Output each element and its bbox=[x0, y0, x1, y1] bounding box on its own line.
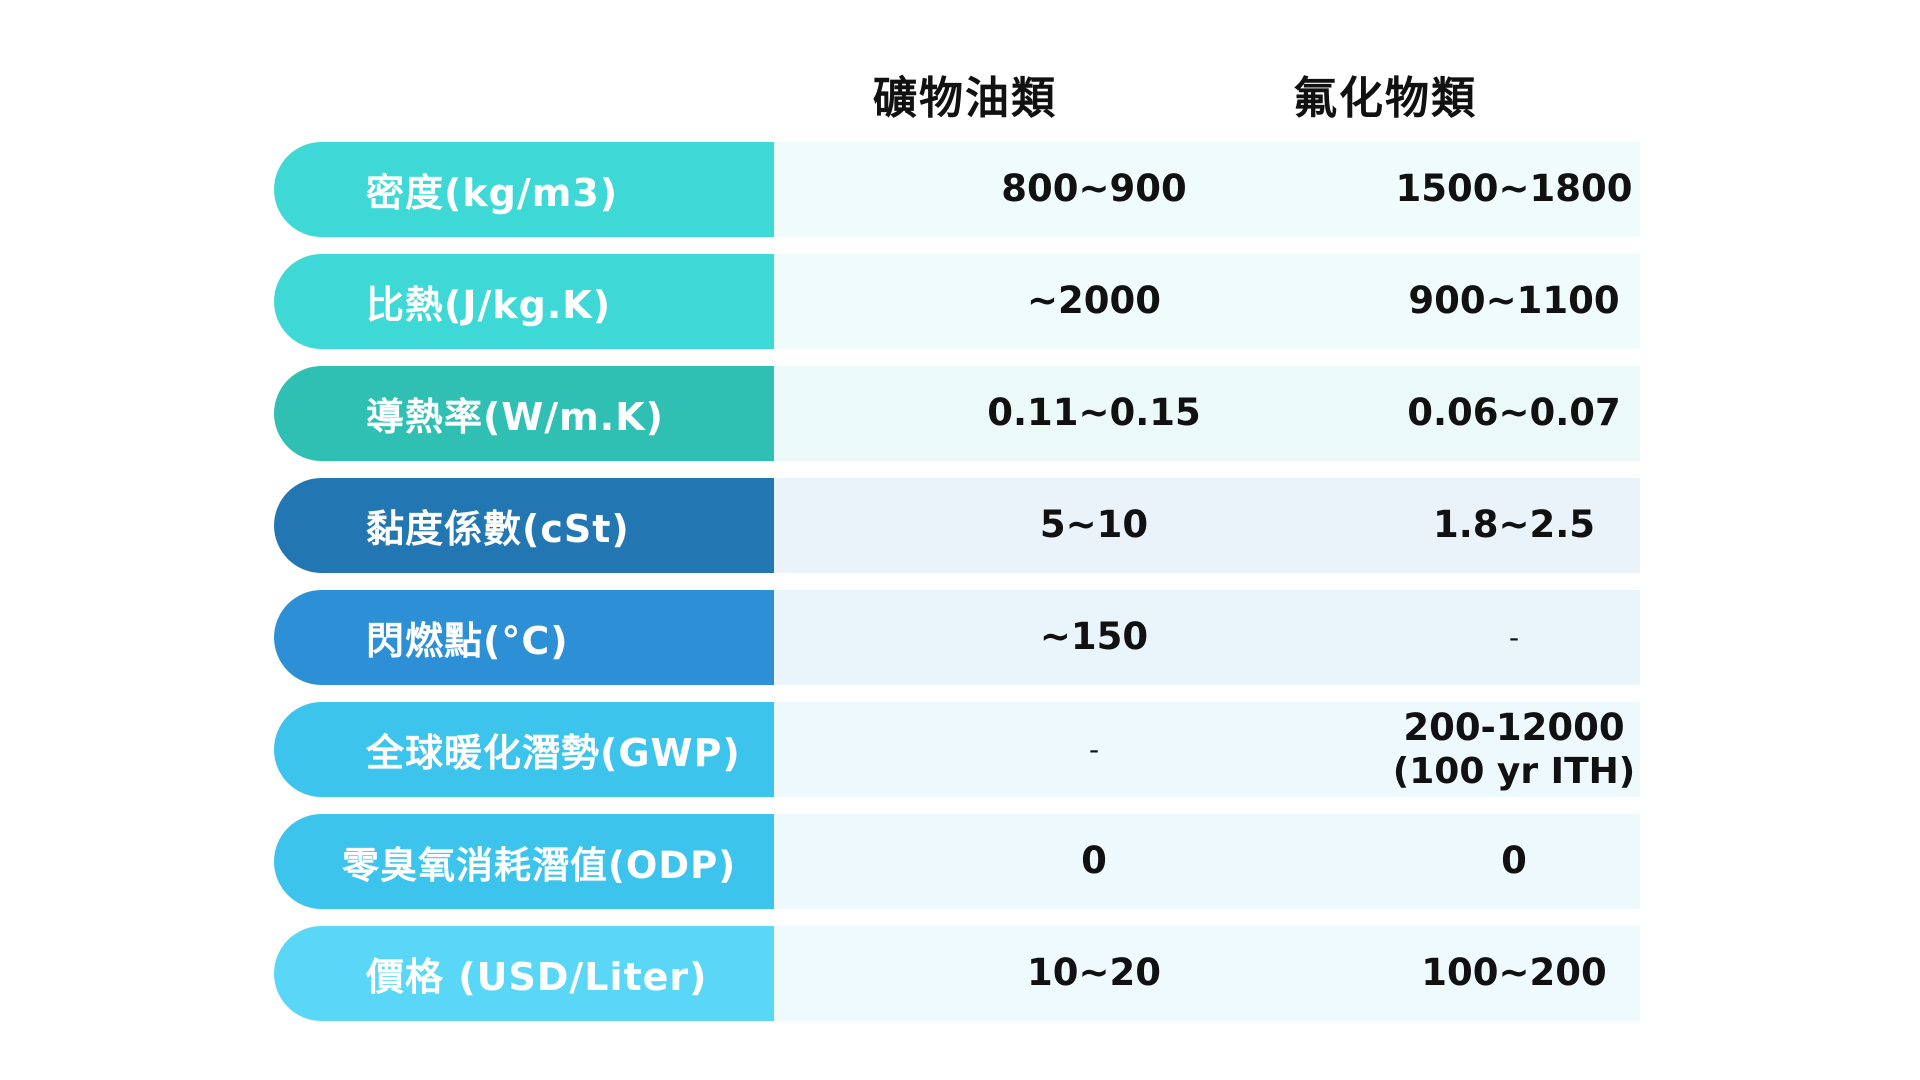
table-row-odp: 零臭氧消耗潛值(ODP) 0 0 bbox=[274, 814, 1640, 909]
row-label-thermal-conductivity: 導熱率(W/m.K) bbox=[274, 366, 774, 461]
table-row-specific-heat: 比熱(J/kg.K) ~2000 900~1100 bbox=[274, 254, 1640, 349]
cell-mineral-odp: 0 bbox=[1081, 839, 1107, 883]
table-row-thermal-conductivity: 導熱率(W/m.K) 0.11~0.15 0.06~0.07 bbox=[274, 366, 1640, 461]
column-header-fluoride: 氟化物類 bbox=[1293, 73, 1477, 124]
row-values: - 200-12000 (100 yr ITH) bbox=[774, 702, 1640, 797]
row-values: ~150 - bbox=[774, 590, 1640, 685]
row-label-price: 價格 (USD/Liter) bbox=[274, 926, 774, 1021]
table-row-gwp: 全球暖化潛勢(GWP) - 200-12000 (100 yr ITH) bbox=[274, 702, 1640, 797]
cell-fluoride-gwp: 200-12000 (100 yr ITH) bbox=[1364, 702, 1664, 797]
cell-fluoride-viscosity: 1.8~2.5 bbox=[1432, 503, 1596, 547]
row-values: 10~20 100~200 bbox=[774, 926, 1640, 1021]
cell-fluoride-flash-point: - bbox=[1508, 620, 1520, 654]
row-values: ~2000 900~1100 bbox=[774, 254, 1640, 349]
row-label-density: 密度(kg/m3) bbox=[274, 142, 774, 237]
cell-fluoride-odp: 0 bbox=[1501, 839, 1527, 883]
row-label-odp: 零臭氧消耗潛值(ODP) bbox=[274, 814, 774, 909]
row-values: 0 0 bbox=[774, 814, 1640, 909]
table-row-flash-point: 閃燃點(°C) ~150 - bbox=[274, 590, 1640, 685]
table-row-density: 密度(kg/m3) 800~900 1500~1800 bbox=[274, 142, 1640, 237]
table-row-price: 價格 (USD/Liter) 10~20 100~200 bbox=[274, 926, 1640, 1021]
cell-mineral-thermal-conductivity: 0.11~0.15 bbox=[987, 391, 1201, 435]
row-values: 5~10 1.8~2.5 bbox=[774, 478, 1640, 573]
row-values: 800~900 1500~1800 bbox=[774, 142, 1640, 237]
row-label-viscosity: 黏度係數(cSt) bbox=[274, 478, 774, 573]
row-label-gwp: 全球暖化潛勢(GWP) bbox=[274, 702, 774, 797]
cell-mineral-gwp: - bbox=[1088, 732, 1100, 766]
cell-fluoride-thermal-conductivity: 0.06~0.07 bbox=[1407, 391, 1621, 435]
cell-mineral-flash-point: ~150 bbox=[1039, 615, 1149, 659]
cell-mineral-density: 800~900 bbox=[1001, 167, 1187, 211]
cell-fluoride-specific-heat: 900~1100 bbox=[1408, 279, 1620, 323]
cell-fluoride-gwp-note: (100 yr ITH) bbox=[1392, 751, 1636, 793]
cell-fluoride-price: 100~200 bbox=[1421, 951, 1607, 995]
cell-mineral-viscosity: 5~10 bbox=[1039, 503, 1149, 547]
cell-fluoride-density: 1500~1800 bbox=[1395, 167, 1633, 211]
cell-mineral-price: 10~20 bbox=[1027, 951, 1161, 995]
column-header-mineral-oil: 礦物油類 bbox=[873, 73, 1057, 124]
row-label-specific-heat: 比熱(J/kg.K) bbox=[274, 254, 774, 349]
table-row-viscosity: 黏度係數(cSt) 5~10 1.8~2.5 bbox=[274, 478, 1640, 573]
row-values: 0.11~0.15 0.06~0.07 bbox=[774, 366, 1640, 461]
cell-fluoride-gwp-value: 200-12000 bbox=[1403, 705, 1625, 749]
row-label-flash-point: 閃燃點(°C) bbox=[274, 590, 774, 685]
cell-mineral-specific-heat: ~2000 bbox=[1027, 279, 1161, 323]
